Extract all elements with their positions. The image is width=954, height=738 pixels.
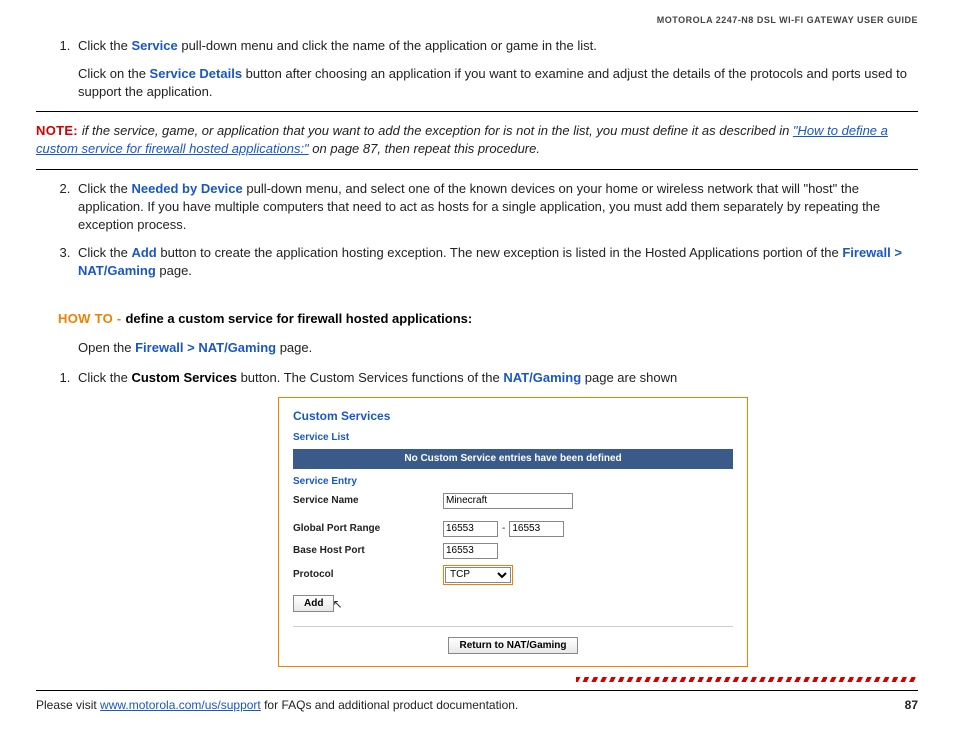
steps-list-custom: Click the Custom Services button. The Cu… bbox=[36, 369, 918, 387]
panel-divider bbox=[293, 626, 733, 627]
label-base-host-port: Base Host Port bbox=[293, 544, 443, 558]
howto-title: define a custom service for firewall hos… bbox=[125, 311, 472, 326]
howto-open-line: Open the Firewall > NAT/Gaming page. bbox=[58, 339, 918, 357]
footer-rule bbox=[36, 690, 918, 691]
howto-open-prefix: Open the bbox=[78, 340, 135, 355]
separator-bottom bbox=[36, 169, 918, 170]
custom-services-panel: Custom Services Service List No Custom S… bbox=[278, 397, 748, 667]
page-number: 87 bbox=[905, 697, 918, 714]
base-host-port-input[interactable] bbox=[443, 543, 498, 559]
note-block: NOTE: if the service, game, or applicati… bbox=[36, 122, 918, 158]
note-body-2: on page 87, then repeat this procedure. bbox=[309, 141, 540, 156]
row-protocol: Protocol TCP bbox=[293, 565, 733, 585]
footer-prefix: Please visit bbox=[36, 698, 100, 712]
step2-prefix: Click the bbox=[78, 181, 131, 196]
step-3: Click the Add button to create the appli… bbox=[74, 244, 918, 280]
protocol-select-highlight: TCP bbox=[443, 565, 513, 585]
global-port-from-input[interactable] bbox=[443, 521, 498, 537]
howto-open-after: page. bbox=[276, 340, 312, 355]
label-protocol: Protocol bbox=[293, 568, 443, 582]
service-entry-heading: Service Entry bbox=[293, 475, 733, 489]
step1-prefix: Click the bbox=[78, 38, 131, 53]
label-global-port-range: Global Port Range bbox=[293, 522, 443, 536]
step3-mid: button to create the application hosting… bbox=[157, 245, 843, 260]
note-body-1: if the service, game, or application tha… bbox=[82, 123, 793, 138]
steps-list-top: Click the Service pull-down menu and cli… bbox=[36, 37, 918, 102]
port-range-dash: - bbox=[502, 522, 505, 536]
add-button[interactable]: Add bbox=[293, 595, 334, 612]
step-2: Click the Needed by Device pull-down men… bbox=[74, 180, 918, 235]
cursor-icon: ↖ bbox=[332, 601, 342, 608]
footer-support-link[interactable]: www.motorola.com/us/support bbox=[100, 698, 261, 712]
no-entries-bar: No Custom Service entries have been defi… bbox=[293, 449, 733, 469]
row-service-name: Service Name bbox=[293, 493, 733, 509]
step3-prefix: Click the bbox=[78, 245, 131, 260]
step-1: Click the Service pull-down menu and cli… bbox=[74, 37, 918, 102]
row-global-port-range: Global Port Range - bbox=[293, 521, 733, 537]
note-label: NOTE: bbox=[36, 123, 82, 138]
service-list-heading: Service List bbox=[293, 431, 733, 445]
nat-gaming-link[interactable]: NAT/Gaming bbox=[503, 370, 581, 385]
cs-prefix: Click the bbox=[78, 370, 131, 385]
return-to-nat-gaming-button[interactable]: Return to NAT/Gaming bbox=[448, 637, 577, 654]
needed-by-device-link[interactable]: Needed by Device bbox=[131, 181, 242, 196]
label-service-name: Service Name bbox=[293, 494, 443, 508]
service-details-link[interactable]: Service Details bbox=[150, 66, 243, 81]
steps-list-mid: Click the Needed by Device pull-down men… bbox=[36, 180, 918, 281]
firewall-nat-gaming-link-2[interactable]: Firewall > NAT/Gaming bbox=[135, 340, 276, 355]
step1-p2-prefix: Click on the bbox=[78, 66, 150, 81]
cs-after: page are shown bbox=[581, 370, 677, 385]
global-port-to-input[interactable] bbox=[509, 521, 564, 537]
step3-after: page. bbox=[156, 263, 192, 278]
cs-mid: button. The Custom Services functions of… bbox=[237, 370, 503, 385]
add-link[interactable]: Add bbox=[131, 245, 156, 260]
service-link[interactable]: Service bbox=[131, 38, 177, 53]
separator-top bbox=[36, 111, 918, 112]
protocol-select[interactable]: TCP bbox=[445, 567, 511, 583]
page-footer: Please visit www.motorola.com/us/support… bbox=[36, 677, 918, 714]
footer-stripe bbox=[576, 677, 918, 682]
row-base-host-port: Base Host Port bbox=[293, 543, 733, 559]
panel-title: Custom Services bbox=[293, 408, 733, 425]
howto-label: HOW TO - bbox=[58, 311, 125, 326]
footer-after: for FAQs and additional product document… bbox=[261, 698, 519, 712]
footer-text: Please visit www.motorola.com/us/support… bbox=[36, 697, 518, 714]
doc-header-title: MOTOROLA 2247-N8 DSL WI-FI GATEWAY USER … bbox=[36, 14, 918, 27]
step-custom-services: Click the Custom Services button. The Cu… bbox=[74, 369, 918, 387]
custom-services-panel-wrap: Custom Services Service List No Custom S… bbox=[278, 397, 918, 667]
step1-after: pull-down menu and click the name of the… bbox=[178, 38, 597, 53]
add-button-row: Add ↖ bbox=[293, 595, 733, 612]
service-name-input[interactable] bbox=[443, 493, 573, 509]
custom-services-button-ref: Custom Services bbox=[131, 370, 237, 385]
howto-heading: HOW TO - define a custom service for fir… bbox=[58, 310, 918, 328]
